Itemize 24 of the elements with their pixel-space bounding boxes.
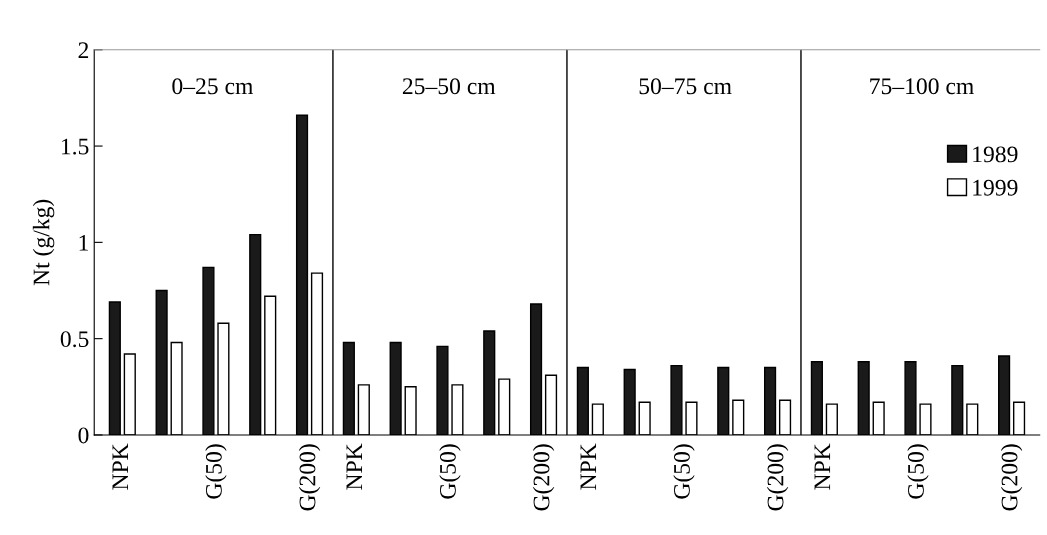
x-tick-label: G(50) bbox=[907, 444, 929, 499]
legend-label: 1999 bbox=[973, 179, 1018, 196]
x-tick-label: G(50) bbox=[673, 444, 695, 499]
y-tick-label: 0 bbox=[78, 427, 89, 444]
x-tick-label: NPK bbox=[112, 443, 128, 490]
x-tick-label: G(50) bbox=[439, 444, 461, 499]
x-tick-label: NPK bbox=[814, 443, 831, 490]
x-tick-label: NPK bbox=[580, 443, 597, 490]
y-tick-label: 1.5 bbox=[61, 138, 89, 155]
y-tick-label: 2 bbox=[78, 42, 89, 58]
annotation: 25–50 cm bbox=[402, 78, 496, 95]
x-tick-label: G(200) bbox=[1000, 444, 1023, 511]
x-tick-label: G(50) bbox=[205, 444, 227, 499]
x-tick-label: NPK bbox=[346, 443, 363, 490]
x-tick-label: G(200) bbox=[532, 444, 555, 511]
x-tick-label: G(200) bbox=[766, 444, 789, 511]
legend-label: 1989 bbox=[973, 146, 1018, 163]
annotation: 0–25 cm bbox=[172, 78, 254, 95]
y-tick-label: 1 bbox=[79, 234, 88, 251]
x-tick-label: G(200) bbox=[298, 444, 321, 511]
y-axis-title: Nt (g/kg) bbox=[32, 199, 55, 286]
annotation: 50–75 cm bbox=[639, 78, 732, 95]
y-tick-label: 0.5 bbox=[60, 331, 89, 348]
annotation: 75–100 cm bbox=[870, 78, 974, 95]
